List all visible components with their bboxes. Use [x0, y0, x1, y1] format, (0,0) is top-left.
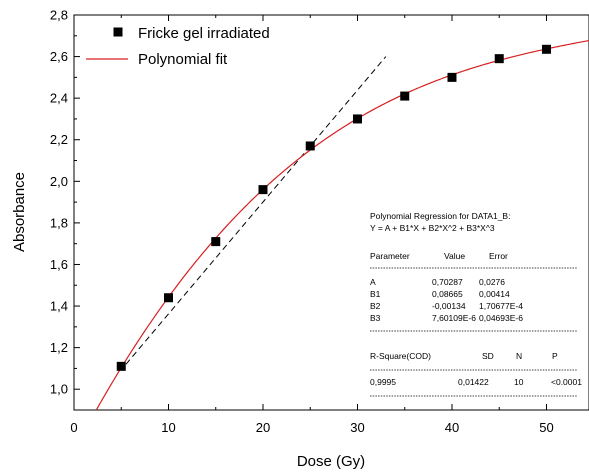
row-b1-param: B1 — [370, 289, 381, 299]
row-b1-error: 0,00414 — [479, 289, 510, 299]
regression-results-box: Polynomial Regression for DATA1_B: Y = A… — [370, 211, 582, 397]
stats-rsquare-value: 0,9995 — [370, 377, 396, 387]
y-tick-label: 1,2 — [50, 340, 68, 355]
axis-ticks — [73, 14, 547, 410]
stats-sd-value: 0,01422 — [458, 377, 489, 387]
row-b1-value: 0,08665 — [432, 289, 463, 299]
y-tick-label: 2,2 — [50, 132, 68, 147]
y-tick-label: 1,6 — [50, 257, 68, 272]
x-tick-label: 20 — [256, 420, 270, 435]
legend: Fricke gel irradiated Polynomial fit — [86, 25, 270, 68]
y-tick-label: 2,4 — [50, 91, 68, 106]
stats-p-value: <0.0001 — [551, 377, 582, 387]
x-tick-label: 10 — [161, 420, 175, 435]
x-axis-title: Dose (Gy) — [297, 453, 365, 470]
data-points — [116, 44, 551, 371]
legend-label-scatter: Fricke gel irradiated — [138, 25, 270, 42]
data-point — [447, 72, 457, 82]
x-tick-label: 0 — [70, 420, 77, 435]
plot-frame — [73, 14, 589, 411]
regression-title: Polynomial Regression for DATA1_B: — [370, 211, 510, 221]
data-point — [352, 114, 362, 124]
data-point — [163, 293, 173, 303]
stats-header-n: N — [516, 351, 522, 361]
row-b2-param: B2 — [370, 301, 381, 311]
row-b2-value: -0,00134 — [432, 301, 466, 311]
x-tick-label: 30 — [350, 420, 364, 435]
row-a-param: A — [370, 277, 376, 287]
legend-label-fit: Polynomial fit — [138, 51, 228, 68]
dashed-tangent-line — [125, 56, 387, 365]
stats-header-sd: SD — [482, 351, 494, 361]
x-tick-label: 40 — [445, 420, 459, 435]
y-axis-title: Absorbance — [11, 172, 28, 252]
header-parameter: Parameter — [370, 251, 410, 261]
data-point — [258, 185, 268, 195]
row-b3-value: 7,60109E-6 — [432, 313, 476, 323]
stats-n-value: 10 — [514, 377, 524, 387]
y-tick-label: 1,0 — [50, 382, 68, 397]
y-tick-label: 1,8 — [50, 215, 68, 230]
header-error: Error — [489, 251, 508, 261]
data-point — [541, 44, 551, 54]
y-tick-label: 2,6 — [50, 49, 68, 64]
regression-equation: Y = A + B1*X + B2*X^2 + B3*X^3 — [370, 223, 495, 233]
polynomial-fit-curve — [96, 39, 589, 410]
row-b2-error: 1,70677E-4 — [479, 301, 523, 311]
data-point — [400, 91, 410, 101]
y-tick-label: 1,4 — [50, 299, 68, 314]
data-point — [305, 141, 315, 151]
y-tick-labels: 1,0 1,2 1,4 1,6 1,8 2,0 2,2 2,4 2,6 2,8 — [50, 8, 68, 397]
plot-series — [96, 39, 589, 410]
stats-header-p: P — [552, 351, 558, 361]
legend-marker-square — [113, 27, 123, 37]
data-point — [211, 237, 221, 247]
x-tick-label: 50 — [539, 420, 553, 435]
row-b3-error: 0,04693E-6 — [479, 313, 523, 323]
y-tick-label: 2,0 — [50, 174, 68, 189]
row-a-error: 0,0276 — [479, 277, 505, 287]
data-point — [494, 54, 504, 64]
row-b3-param: B3 — [370, 313, 381, 323]
header-value: Value — [444, 251, 465, 261]
x-tick-labels: 0 10 20 30 40 50 — [70, 420, 553, 435]
data-point — [116, 361, 126, 371]
y-tick-label: 2,8 — [50, 8, 68, 23]
stats-header-rsquare: R-Square(COD) — [370, 351, 431, 361]
row-a-value: 0,70287 — [432, 277, 463, 287]
